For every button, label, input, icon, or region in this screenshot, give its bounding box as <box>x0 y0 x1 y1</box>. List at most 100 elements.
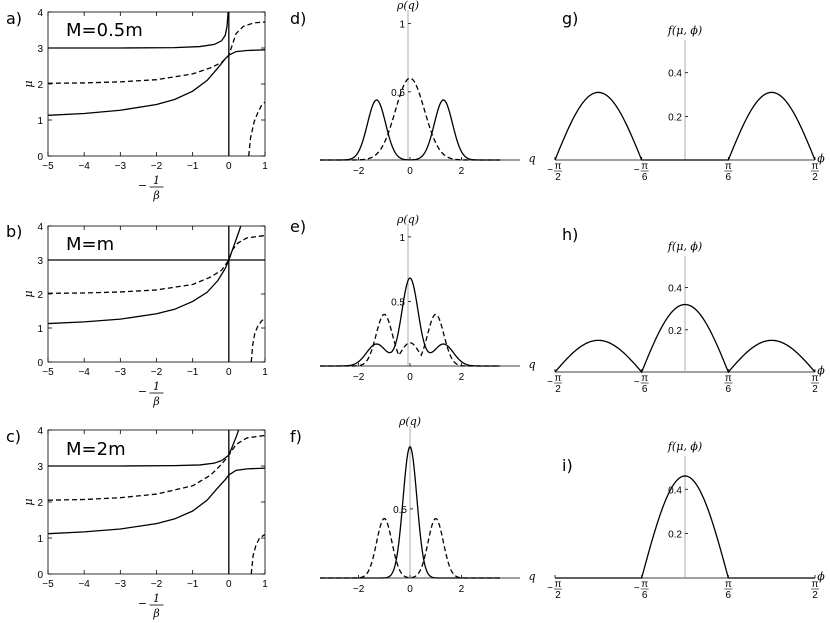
panel-label: c) <box>6 427 21 446</box>
x-tick-label: −5 <box>42 161 54 172</box>
x-tick-label: −4 <box>78 367 90 378</box>
y-tick-label: 0 <box>37 570 43 581</box>
x-axis-label: ϕ <box>817 570 825 583</box>
panel-label: i) <box>562 456 573 475</box>
x-tick-label-num: π <box>812 161 819 172</box>
y-tick-label: 0.5 <box>391 88 405 99</box>
x-axis-label-num: 1 <box>153 174 160 187</box>
series-line-1 <box>554 303 816 374</box>
x-tick-label-num: π <box>812 373 819 384</box>
x-tick-label: 0 <box>226 579 232 590</box>
series-line-3 <box>48 21 265 84</box>
x-axis-label-num: 1 <box>153 380 160 393</box>
x-tick-label-num: π <box>725 579 732 590</box>
x-tick-label-num: π <box>555 161 562 172</box>
series-line-1 <box>48 430 240 467</box>
panel-label: d) <box>290 9 306 28</box>
y-axis-label: ρ(q) <box>396 213 419 226</box>
x-axis-label: q <box>528 358 535 371</box>
x-tick-label: 2 <box>459 584 465 595</box>
x-tick-label-den: 2 <box>555 590 561 601</box>
y-tick-label: 4 <box>37 426 43 437</box>
x-tick-label-minus: − <box>634 583 640 594</box>
x-axis-label-minus: − <box>138 385 147 398</box>
x-tick-label-den: 6 <box>726 590 732 601</box>
y-tick-label: 2 <box>37 80 43 91</box>
y-tick-label: 2 <box>37 290 43 301</box>
x-tick-label-minus: − <box>547 377 553 388</box>
x-tick-label: 0 <box>407 584 413 595</box>
series-line-2 <box>48 467 265 535</box>
y-tick-label: 0.4 <box>668 69 682 80</box>
panel-label: h) <box>562 225 578 244</box>
x-tick-label: −1 <box>187 161 199 172</box>
series-line-3 <box>48 434 265 501</box>
x-tick-label-num: π <box>641 161 648 172</box>
x-axis-label: ϕ <box>817 152 825 165</box>
x-tick-label: −5 <box>42 367 54 378</box>
panel-label: f) <box>290 427 302 446</box>
x-tick-label-den: 6 <box>726 384 732 395</box>
y-tick-label: 4 <box>37 8 43 19</box>
panel-label: e) <box>290 217 306 236</box>
y-tick-label: 3 <box>37 256 43 267</box>
x-tick-label-minus: − <box>634 377 640 388</box>
y-tick-label: 4 <box>37 222 43 233</box>
panel-label: b) <box>6 222 22 241</box>
x-tick-label: 0 <box>226 367 232 378</box>
x-tick-label: 0 <box>226 161 232 172</box>
x-tick-label: 1 <box>262 367 268 378</box>
x-axis-label-minus: − <box>138 597 147 610</box>
x-tick-label-num: π <box>555 373 562 384</box>
series-line-4 <box>250 317 265 362</box>
y-axis-label: ρ(q) <box>398 415 421 428</box>
x-tick-label: 2 <box>459 166 465 177</box>
y-tick-label: 0 <box>37 358 43 369</box>
panel-label: g) <box>562 9 578 28</box>
mass-annotation: M=0.5m <box>66 20 143 41</box>
x-tick-label: 1 <box>262 161 268 172</box>
x-axis-label: q <box>528 570 535 583</box>
x-tick-label-den: 2 <box>555 384 561 395</box>
x-tick-label: −3 <box>115 161 127 172</box>
y-tick-label: 1 <box>37 534 43 545</box>
x-tick-label: 1 <box>262 579 268 590</box>
x-tick-label: −1 <box>187 367 199 378</box>
panel-d: d) −2 0 2 0.5 1 ρ(q) q <box>290 0 536 177</box>
x-tick-label: −3 <box>115 579 127 590</box>
x-tick-label-num: π <box>641 373 648 384</box>
y-tick-label: 0.5 <box>393 505 407 516</box>
x-tick-label-num: π <box>725 161 732 172</box>
x-tick-label-minus: − <box>634 165 640 176</box>
panel-label: a) <box>6 9 22 28</box>
x-axis-label-den: β <box>152 189 159 202</box>
mass-annotation: M=m <box>66 234 114 255</box>
x-tick-label: −5 <box>42 579 54 590</box>
x-tick-label: −2 <box>353 166 365 177</box>
x-tick-label: −2 <box>353 584 365 595</box>
x-tick-label: −3 <box>115 367 127 378</box>
y-tick-label: 0.2 <box>668 326 682 337</box>
series-line-1 <box>48 12 229 49</box>
y-tick-label: 1 <box>37 116 43 127</box>
x-tick-label: −2 <box>353 372 365 383</box>
series-line-1 <box>320 99 500 161</box>
x-tick-label: −2 <box>151 367 163 378</box>
x-tick-label: −4 <box>78 579 90 590</box>
series-line-1 <box>320 445 500 579</box>
x-tick-label: −2 <box>151 579 163 590</box>
x-tick-label: −2 <box>151 161 163 172</box>
x-tick-label: −4 <box>78 161 90 172</box>
y-tick-label: 0.4 <box>668 485 682 496</box>
series-line-1 <box>320 277 500 367</box>
y-tick-label: 0.4 <box>668 284 682 295</box>
x-tick-label: 2 <box>459 372 465 383</box>
mass-annotation: M=2m <box>66 439 126 460</box>
x-tick-label-num: π <box>641 579 648 590</box>
y-axis-label: f(μ, ϕ) <box>667 440 702 453</box>
